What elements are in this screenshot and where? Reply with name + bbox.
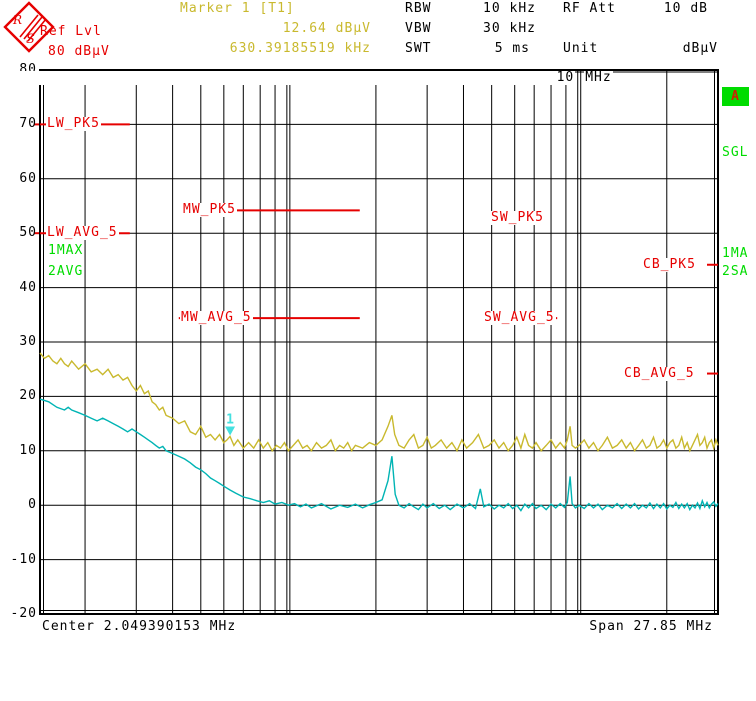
limit-label-LW_PK5: LW_PK5 (46, 116, 101, 131)
marker-title: Marker 1 [T1] (180, 1, 295, 16)
trace1-mode-left: 1MAX (48, 243, 84, 258)
center-frequency-label: Center 2.049390153 MHz (42, 619, 237, 634)
ref-level-label: Ref Lvl (40, 24, 102, 39)
limit-label-SW_AVG_5: SW_AVG_5 (483, 310, 556, 325)
marker-1: 1 (225, 412, 236, 436)
vbw-value: 30 kHz (483, 21, 536, 36)
trace2-mode-right: 2SA (722, 264, 749, 279)
rbw-value: 10 kHz (483, 1, 536, 16)
limit-label-MW_AVG_5: MW_AVG_5 (180, 310, 253, 325)
marker-triangle-icon (225, 426, 236, 436)
screen-a-badge: A (722, 87, 749, 106)
y-axis-label-40: 40 (19, 280, 37, 295)
trace-2AVG (39, 398, 719, 512)
x-axis-label-unit-10: MHz (584, 70, 613, 85)
y-axis-label-0: 0 (28, 497, 37, 512)
y-axis-label--10: -10 (10, 552, 37, 567)
x-axis-label-num-10: 10 (0, 71, 576, 85)
swt-value: 5 ms (494, 41, 530, 56)
limit-label-CB_PK5: CB_PK5 (642, 257, 697, 272)
ref-level-value: 80 dBµV (48, 44, 110, 59)
unit-value: dBµV (682, 41, 718, 56)
sweep-mode-label: SGL (722, 145, 749, 160)
y-axis-red-ticks (34, 123, 39, 235)
trace-line-1MAX (39, 352, 719, 453)
marker-level: 12.64 dBµV (282, 21, 371, 36)
span-label: Span 27.85 MHz (589, 619, 713, 634)
vbw-label: VBW (405, 21, 432, 36)
y-axis-label-20: 20 (19, 388, 37, 403)
limit-label-CB_AVG_5: CB_AVG_5 (623, 366, 696, 381)
y-axis-label-30: 30 (19, 334, 37, 349)
trace-line-2AVG (39, 398, 719, 512)
rf-att-label: RF Att (563, 1, 616, 16)
instrument-logo: R S (3, 1, 55, 53)
swt-label: SWT (405, 41, 432, 56)
rbw-label: RBW (405, 1, 432, 16)
rf-att-value: 10 dB (663, 1, 708, 16)
y-axis-label-70: 70 (19, 116, 37, 131)
y-axis-label--20: -20 (10, 606, 37, 621)
marker-number: 1 (226, 412, 235, 427)
trace1-mode-right: 1MA (722, 246, 749, 261)
logo-letter-r: R (12, 13, 23, 27)
y-axis-label-10: 10 (19, 443, 37, 458)
unit-label: Unit (563, 41, 599, 56)
y-axis-label-50: 50 (19, 225, 37, 240)
marker-frequency: 630.39185519 kHz (229, 41, 371, 56)
logo-letter-s: S (26, 32, 36, 47)
trace2-mode-left: 2AVG (48, 264, 84, 279)
trace-1MAX (39, 352, 719, 453)
limit-label-LW_AVG_5: LW_AVG_5 (46, 225, 119, 240)
limit-label-SW_PK5: SW_PK5 (490, 210, 545, 225)
y-axis-label-60: 60 (19, 171, 37, 186)
limit-label-MW_PK5: MW_PK5 (182, 202, 237, 217)
